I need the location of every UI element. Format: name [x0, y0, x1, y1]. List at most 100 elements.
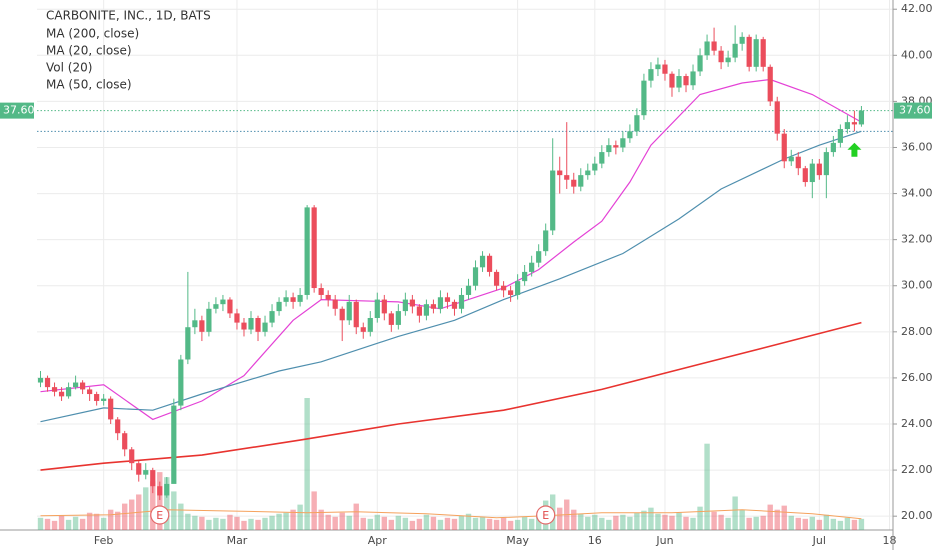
candle-body [164, 483, 170, 496]
candle-body [620, 138, 626, 148]
volume-bar [521, 516, 528, 530]
candle-body [662, 64, 668, 74]
volume-bar [767, 504, 773, 530]
y-tick-label: 34.00 [901, 187, 932, 200]
candle-body [51, 387, 58, 392]
volume-bar [528, 518, 535, 530]
candle-body [690, 71, 696, 86]
volume-bar [227, 514, 233, 530]
candle-body [508, 290, 514, 295]
volume-bar [606, 519, 612, 530]
candle-body [283, 297, 289, 302]
candle-body [795, 156, 801, 169]
volume-bar [479, 516, 486, 530]
candle-body [290, 297, 296, 302]
volume-bar [669, 515, 675, 530]
candle-body [213, 304, 219, 309]
candle-body [171, 405, 177, 484]
volume-bar [690, 517, 696, 530]
event-marker [150, 505, 170, 525]
volume-bar [472, 517, 479, 530]
volume-bar [360, 517, 366, 530]
price-label-box [894, 102, 932, 119]
candle-body [472, 267, 479, 286]
candle-body [416, 306, 422, 316]
candle-body [101, 398, 107, 401]
candle-body [851, 122, 858, 125]
candle-body [760, 39, 766, 67]
volume-bar [51, 520, 58, 530]
y-tick-label: 32.00 [901, 233, 932, 246]
volume-bar [353, 503, 359, 530]
candle-body [683, 76, 689, 86]
volume-bar [732, 496, 738, 530]
volume-bar [697, 506, 703, 530]
x-tick-label: Jul [812, 534, 826, 547]
volume-bar [93, 513, 100, 530]
volume-bar [823, 514, 830, 530]
candle-body [248, 318, 254, 330]
volume-bar [269, 515, 275, 530]
candle-body [837, 129, 843, 143]
y-tick-label: 24.00 [901, 417, 932, 430]
volume-bar [44, 518, 51, 530]
candle-body [108, 398, 114, 420]
volume-bar [781, 505, 787, 530]
volume-bar [802, 518, 808, 530]
candle-body [325, 294, 331, 300]
candle-body [788, 156, 794, 162]
candle-body [739, 36, 745, 44]
legend-title: CARBONITE, INC., 1D, BATS [46, 9, 211, 23]
volume-bar [585, 516, 591, 530]
volume-bar [704, 443, 710, 530]
candle-body [388, 313, 394, 325]
candle-body [122, 433, 128, 450]
volume-bar [381, 516, 388, 530]
price-label: 37.60 [899, 104, 931, 117]
candle-body [816, 163, 822, 176]
candle-body [557, 170, 563, 176]
volume-bar [430, 516, 437, 530]
y-tick-label: 30.00 [901, 279, 932, 292]
candle-body [157, 486, 163, 496]
volume-bar [58, 515, 65, 530]
volume-bar [213, 517, 219, 530]
volume-bar [65, 519, 72, 530]
candle-body [269, 311, 275, 323]
volume-bar [248, 518, 254, 530]
volume-bar [683, 516, 689, 530]
volume-bar [367, 518, 373, 530]
candle-body [227, 299, 233, 314]
volume-bar [725, 517, 731, 530]
candle-body [844, 122, 850, 130]
candle-body [143, 470, 149, 475]
volume-bar [171, 491, 177, 530]
volume-bar [283, 512, 289, 530]
candle-body [255, 318, 261, 332]
volume-bar [493, 519, 500, 530]
volume-bar [746, 517, 752, 530]
candle-body [402, 299, 408, 312]
candle-body [304, 207, 310, 295]
volume-bar [178, 503, 184, 530]
volume-bar [451, 518, 458, 530]
volume-bar [234, 516, 240, 530]
volume-bar [830, 518, 837, 530]
candle-body [353, 301, 359, 328]
legend-entry: Vol (20) [46, 61, 92, 75]
candle-body [381, 299, 387, 314]
volume-bar [409, 520, 416, 530]
volume-bar [72, 516, 79, 530]
volume-bar [220, 518, 226, 530]
candle-body [725, 57, 731, 63]
volume-bar [339, 512, 345, 530]
y-tick-label: 40.00 [901, 48, 932, 61]
candle-body [65, 387, 72, 397]
candle-body [711, 41, 717, 51]
volume-bar [620, 514, 626, 530]
volume-bar [37, 517, 44, 530]
candle-body [220, 299, 226, 305]
price-label: 37.60 [3, 104, 35, 117]
legend-entry: MA (200, close) [46, 27, 139, 41]
volume-bar [514, 519, 521, 530]
